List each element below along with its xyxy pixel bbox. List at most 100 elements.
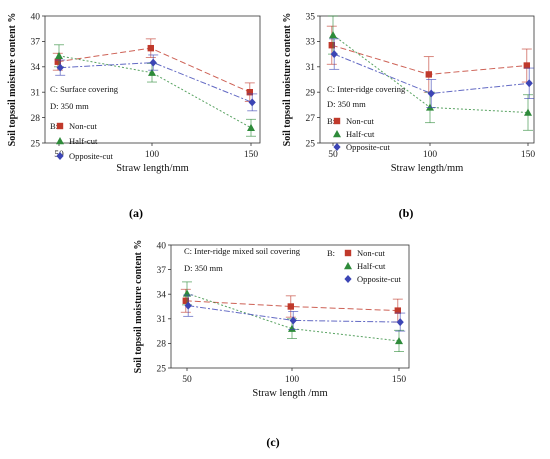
- plot-frame: [170, 244, 410, 369]
- legend-marker: [344, 262, 352, 270]
- data-point: [147, 44, 154, 52]
- y-tick-label: 34: [31, 63, 41, 73]
- y-tick-label: 37: [157, 266, 167, 276]
- legend-marker: [56, 122, 64, 130]
- y-tick-label: 37: [31, 38, 41, 48]
- legend-title: B:: [327, 248, 335, 258]
- data-point: [288, 324, 296, 332]
- condition-annotation: C: Inter-ridge covering: [327, 84, 406, 94]
- chart-panel-b: 25 27 29 31 33 35 50 100 150 Straw length/mm Soil …: [282, 12, 535, 220]
- series-line: [60, 62, 253, 103]
- legend-label: Non-cut: [346, 116, 374, 126]
- legend-marker: [56, 152, 64, 160]
- data-point: [248, 98, 256, 107]
- y-tick-label: 31: [31, 89, 41, 99]
- data-point: [55, 51, 63, 59]
- condition-annotation: D: 350 mm: [50, 101, 89, 111]
- data-point: [287, 303, 294, 310]
- legend-label: Half-cut: [69, 136, 98, 146]
- legend-marker: [344, 249, 352, 257]
- data-point: [330, 50, 338, 59]
- y-tick-label: 29: [306, 89, 316, 99]
- y-axis-label: Soil topsoil moisture content %: [7, 13, 18, 147]
- data-point: [523, 62, 530, 69]
- legend-label: Half-cut: [357, 261, 386, 271]
- plot-frame: [319, 15, 535, 144]
- data-point: [149, 58, 157, 67]
- data-point: [328, 42, 335, 49]
- data-point: [184, 301, 192, 310]
- data-point: [183, 289, 191, 297]
- x-tick-label: 100: [285, 375, 300, 385]
- series-opposite-cut: [183, 294, 406, 332]
- data-point: [148, 68, 156, 76]
- y-axis-label: Soil topsoil moisture content %: [282, 13, 293, 147]
- legend-marker: [56, 137, 64, 145]
- x-tick-label: 150: [244, 150, 259, 160]
- data-point: [56, 63, 64, 72]
- data-point: [247, 123, 255, 131]
- condition-annotation: C: Inter-ridge mixed soil covering: [184, 246, 301, 256]
- data-point: [246, 89, 253, 96]
- panel-caption: (b): [399, 206, 414, 220]
- legend-marker: [333, 130, 341, 138]
- y-tick-label: 27: [306, 114, 316, 124]
- y-tick-label: 31: [157, 315, 167, 325]
- legend-title: B:: [50, 121, 58, 131]
- series-line: [331, 44, 527, 75]
- series-opposite-cut: [329, 38, 535, 108]
- y-tick-label: 28: [31, 114, 41, 124]
- legend-label: Opposite-cut: [346, 142, 391, 152]
- y-tick-label: 34: [157, 291, 167, 301]
- y-tick-label: 40: [157, 241, 167, 251]
- condition-annotation: C: Surface covering: [50, 84, 119, 94]
- series-line: [186, 292, 400, 342]
- data-point: [395, 336, 403, 345]
- y-axis-label: Soil topsoil moisture content %: [133, 240, 144, 374]
- y-tick-label: 31: [306, 63, 316, 73]
- data-point: [524, 108, 532, 116]
- data-point: [394, 307, 401, 314]
- legend-label: Opposite-cut: [69, 151, 114, 161]
- legend-marker: [344, 275, 352, 283]
- data-point: [329, 31, 337, 39]
- panel-caption: (c): [266, 435, 279, 449]
- plot-frame: [44, 15, 261, 144]
- legend-marker: [333, 117, 341, 125]
- chart-panel-c: 25 28 31 34 37 40 50 100 150 Straw length /mm Soil…: [133, 240, 410, 449]
- x-axis-label: Straw length/mm: [391, 163, 464, 174]
- data-point: [54, 58, 61, 65]
- x-tick-label: 150: [392, 375, 407, 385]
- x-tick-label: 150: [521, 150, 536, 160]
- series-non-cut: [180, 288, 403, 323]
- data-point: [427, 89, 435, 98]
- condition-annotation: D: 350 mm: [184, 263, 223, 273]
- x-tick-label: 50: [182, 375, 192, 385]
- x-axis-label: Straw length/mm: [116, 163, 189, 174]
- panel-caption: (a): [129, 206, 143, 220]
- y-tick-label: 25: [306, 139, 316, 149]
- legend-label: Half-cut: [346, 129, 375, 139]
- legend-marker: [333, 143, 341, 151]
- legend-label: Non-cut: [69, 121, 97, 131]
- legend-label: Non-cut: [357, 248, 385, 258]
- y-tick-label: 33: [306, 38, 316, 48]
- legend-label: Opposite-cut: [357, 274, 402, 284]
- y-tick-label: 35: [306, 12, 316, 22]
- y-tick-label: 40: [31, 12, 41, 22]
- series-opposite-cut: [55, 54, 258, 112]
- data-point: [289, 316, 297, 325]
- x-tick-label: 100: [145, 150, 160, 160]
- legend-title: B:: [327, 116, 335, 126]
- series-non-cut: [326, 25, 532, 93]
- data-point: [182, 297, 189, 304]
- x-tick-label: 50: [328, 150, 338, 160]
- series-line: [185, 300, 398, 312]
- data-point: [396, 318, 404, 327]
- y-tick-label: 25: [157, 364, 167, 374]
- y-tick-label: 25: [31, 139, 41, 149]
- data-point: [425, 71, 432, 78]
- y-tick-label: 28: [157, 340, 167, 350]
